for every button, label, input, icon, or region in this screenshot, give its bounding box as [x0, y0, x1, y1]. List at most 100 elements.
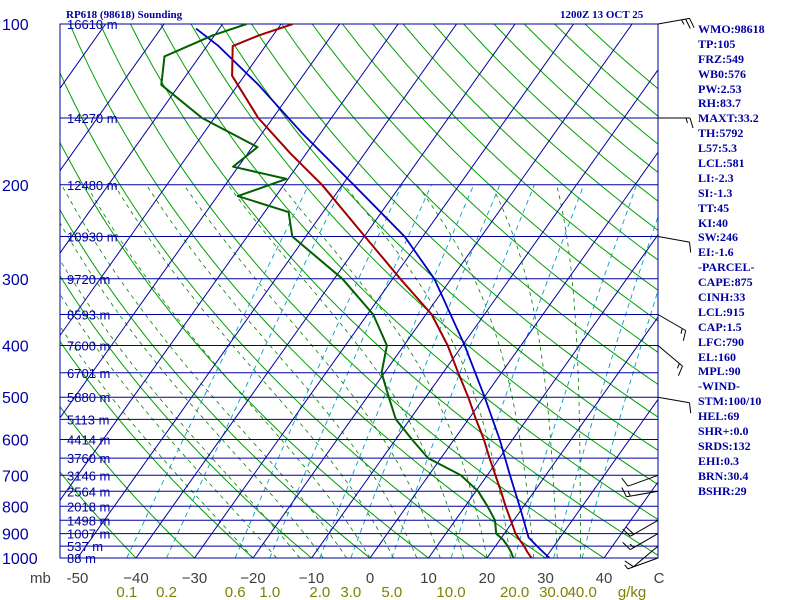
x-tick-label: 40: [596, 570, 613, 587]
moist-adiabat: [60, 293, 277, 558]
height-label: 2018 m: [67, 499, 110, 514]
wind-barb: [657, 396, 692, 414]
sounding-index: WMO:98618: [698, 22, 765, 36]
isotherm: [60, 24, 224, 254]
sounding-index: HEL:69: [698, 409, 740, 424]
sounding-index: -WIND-: [698, 379, 740, 394]
mixing-ratio-label: 1.0: [259, 584, 280, 600]
x-axis-unit: mb: [30, 570, 51, 587]
sounding-index: LCL:581: [698, 156, 745, 171]
pressure-label: 800: [2, 499, 29, 516]
isotherm: [369, 151, 658, 558]
dry-adiabat: [129, 24, 658, 556]
moist-adiabat: [491, 184, 558, 558]
pressure-label: 400: [2, 339, 29, 356]
x-tick-label: 20: [479, 570, 496, 587]
height-label: 8593 m: [67, 308, 110, 323]
mixing-ratio-labels: 0.1 0.2 0.6 1.0 2.0 3.0 5.0 10.0 20.0 30.0 40.0 g/k…: [116, 584, 646, 600]
wind-barb: [657, 345, 683, 376]
sounding-index: BSHR:29: [698, 483, 747, 498]
isotherm: [135, 24, 516, 558]
height-label: 1007 m: [67, 527, 110, 542]
mixing-ratio-line: [350, 184, 501, 558]
pressure-label: 100: [2, 17, 29, 34]
pressure-label: 600: [2, 433, 29, 450]
wind-barb: [622, 533, 659, 551]
sounding-index: SW:246: [698, 230, 739, 245]
isotherm: [486, 316, 658, 558]
mixing-ratio-line: [581, 288, 658, 558]
pressure-label: 700: [2, 468, 29, 485]
dry-adiabat: [60, 275, 312, 558]
moist-adiabat: [556, 184, 581, 558]
x-tick-label: 10: [420, 570, 437, 587]
sounding-index: BRN:30.4: [698, 468, 749, 483]
mixing-ratio-unit: g/kg: [618, 584, 646, 600]
pressure-label: 500: [2, 390, 29, 407]
height-label: 3760 m: [67, 451, 110, 466]
sounding-index: LFC:790: [698, 334, 744, 349]
mixing-ratio-line: [319, 184, 475, 558]
moist-adiabat: [114, 184, 394, 558]
wind-barb: [657, 314, 687, 341]
height-label: 9720 m: [67, 272, 110, 287]
sounding-index: MAXT:33.2: [698, 111, 759, 126]
pressure-label: 300: [2, 272, 29, 289]
isotherm: [545, 398, 658, 558]
pressure-label: 200: [2, 178, 29, 195]
sounding-index: EI:-1.6: [698, 245, 734, 260]
sounding-index: WB0:576: [698, 66, 746, 81]
isotherm: [194, 24, 575, 558]
pressure-label: 900: [2, 527, 29, 544]
sounding-index: SI:-1.3: [698, 185, 733, 200]
isotherm: [428, 233, 658, 558]
sounding-index: STM:100/10: [698, 394, 762, 409]
moist-adiabat: [280, 184, 488, 558]
mixing-ratio-line: [450, 184, 585, 558]
sounding-index: EHI:0.3: [698, 453, 740, 468]
sounding-index: L57:5.3: [698, 141, 737, 156]
plot-frame: [59, 23, 659, 559]
height-label: 5113 m: [67, 412, 109, 427]
wind-barb: [624, 557, 659, 570]
mixing-ratio-label: 40.0: [568, 584, 597, 600]
height-label: 10930 m: [67, 230, 118, 245]
mixing-ratio-label: 10.0: [436, 584, 465, 600]
x-tick-label: 30: [537, 570, 554, 587]
wind-barb: [624, 545, 659, 568]
height-label: 88 m: [67, 551, 96, 566]
sounding-index: LCL:915: [698, 304, 745, 319]
x-tick-label: −10: [299, 570, 324, 587]
height-label: 537 m: [67, 539, 103, 554]
moist-adiabat: [416, 184, 535, 558]
sounding-index: EL:160: [698, 349, 737, 364]
isotherm: [311, 69, 658, 558]
mixing-ratio-line: [126, 184, 310, 558]
mixing-ratio-label: 20.0: [500, 584, 529, 600]
sounding-index: CINH:33: [698, 290, 746, 305]
temperature-line: [231, 24, 536, 558]
height-label: 7600 m: [67, 339, 110, 354]
x-tick-label: −30: [182, 570, 207, 587]
sounding-index: FRZ:549: [698, 51, 744, 66]
isotherm: [60, 24, 341, 419]
height-label: 6701 m: [67, 366, 110, 381]
sounding-index: CAP:1.5: [698, 319, 742, 334]
isotherm: [60, 24, 165, 172]
height-label: 1498 m: [67, 513, 110, 528]
sounding-index: -PARCEL-: [698, 260, 755, 275]
height-label: 5880 m: [67, 390, 110, 405]
dewpoint-line: [160, 24, 515, 558]
sounding-time: 1200Z 13 OCT 25: [560, 9, 644, 21]
x-axis-end-label: C: [654, 570, 665, 587]
pressure-labels: 100 200 300 400 500 600 700 800 900 1000: [2, 17, 38, 568]
x-tick-label: −40: [123, 570, 148, 587]
height-label: 4414 m: [67, 433, 110, 448]
sounding-index: MPL:90: [698, 364, 741, 379]
sounding-index: TP:105: [698, 36, 736, 51]
height-labels: 16610 m 14270 m 12480 m 10930 m 9720 m 8593 m…: [67, 17, 118, 566]
mixing-ratio-label: 0.2: [156, 584, 177, 600]
x-axis-ticks: mb -50 −40 −30 −20 −10 0 10 20 30 40 C: [30, 570, 665, 587]
